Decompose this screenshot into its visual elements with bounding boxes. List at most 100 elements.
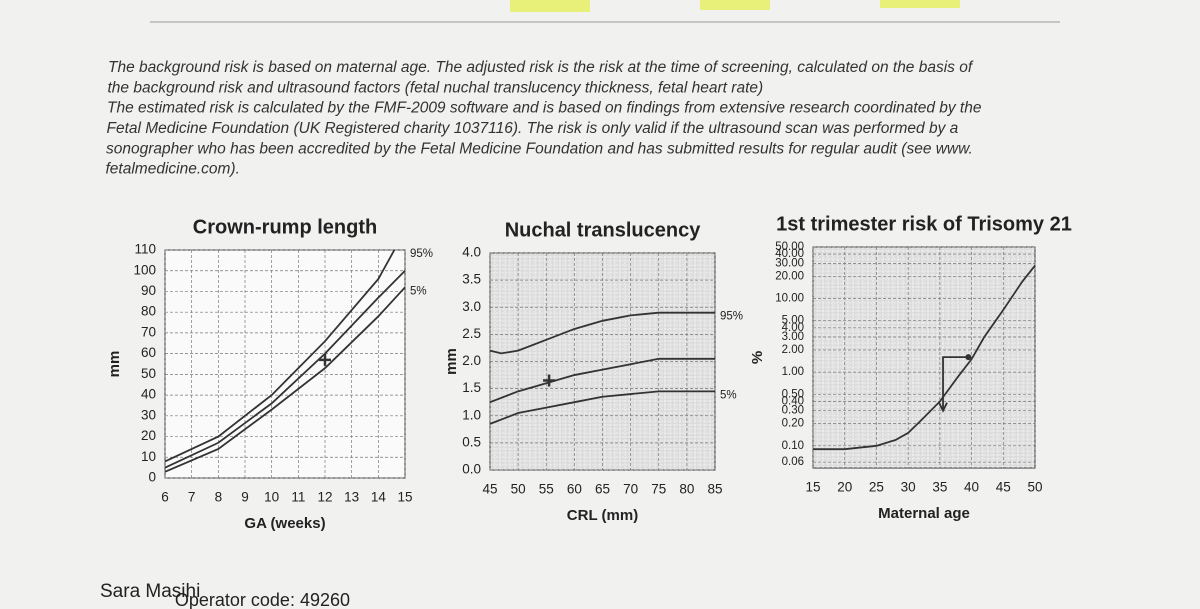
x-tick-label: 45 — [996, 480, 1011, 495]
y-tick-label: 50.00 — [775, 241, 804, 253]
series-label: 5% — [410, 285, 427, 297]
chart-title: Nuchal translucency — [505, 219, 702, 241]
x-tick-label: 8 — [215, 490, 223, 505]
x-tick-label: 40 — [964, 480, 979, 495]
y-tick-label: 0.40 — [782, 396, 804, 408]
curve — [489, 357, 715, 404]
x-axis-label: Maternal age — [878, 505, 970, 522]
x-tick-label: 75 — [651, 482, 666, 497]
x-tick-label: 55 — [539, 482, 554, 497]
x-tick-label: 35 — [932, 480, 947, 495]
y-tick-label: 4.0 — [462, 245, 481, 260]
x-tick-label: 20 — [837, 480, 852, 495]
chart: Nuchal translucency CRL (mm) mm 45 50 55 60 65 7… — [443, 219, 743, 524]
chart: Crown-rump length GA (weeks) mm 6 7 8 9 10 11 12 1… — [106, 216, 433, 532]
paragraph-line: The estimated risk is calculated by the … — [107, 100, 982, 117]
charts: Crown-rump length GA (weeks) mm 6 7 8 9 10 11 12 1… — [106, 213, 1072, 532]
y-tick-label: 70 — [141, 324, 156, 339]
paragraph: The background risk is based on maternal… — [106, 59, 982, 178]
y-tick-label: 50 — [141, 366, 156, 381]
y-tick-label: 30 — [141, 407, 156, 422]
y-tick-label: 2.00 — [782, 344, 804, 356]
y-tick-label: 60 — [141, 345, 156, 360]
x-axis-label: CRL (mm) — [567, 507, 638, 524]
y-tick-label: 110 — [134, 242, 156, 257]
x-tick-label: 9 — [241, 490, 249, 505]
operator-code: Operator code: 49260 — [175, 590, 350, 609]
x-tick-label: 11 — [291, 490, 305, 505]
x-tick-label: 7 — [188, 490, 196, 505]
y-tick-label: 1.0 — [462, 407, 481, 422]
series-label: 95% — [720, 311, 743, 323]
x-tick-label: 15 — [805, 480, 820, 495]
x-tick-label: 85 — [707, 482, 722, 497]
paragraph-line: fetalmedicine.com). — [106, 161, 240, 178]
y-tick-label: 30.00 — [775, 257, 804, 269]
y-tick-label: 90 — [141, 283, 156, 298]
arrow-head — [938, 402, 948, 413]
highlight — [880, 0, 960, 8]
y-tick-label: 10 — [141, 449, 156, 464]
patient-name: Sara Masihi — [100, 581, 200, 602]
risk-arrow — [942, 356, 969, 411]
y-tick-label: 0.06 — [782, 456, 804, 468]
curve — [489, 311, 715, 355]
curve — [164, 270, 406, 469]
y-tick-label: 0 — [148, 470, 156, 485]
plot-area — [164, 249, 406, 479]
y-tick-label: 0.20 — [782, 418, 804, 430]
y-tick-label: 0.10 — [782, 440, 804, 452]
x-tick-label: 50 — [1027, 480, 1042, 495]
x-tick-label: 30 — [901, 480, 916, 495]
chart-title: 1st trimester risk of Trisomy 21 — [776, 213, 1072, 235]
y-tick-label: 0.30 — [782, 405, 804, 417]
x-tick-label: 6 — [161, 490, 169, 505]
x-tick-label: 25 — [869, 480, 884, 495]
series-label: 95% — [410, 248, 433, 260]
chart: 1st trimester risk of Trisomy 21 Maternal… — [749, 213, 1072, 522]
y-tick-label: 3.5 — [462, 272, 481, 287]
series-label: 5% — [720, 389, 737, 401]
paragraph-line: Fetal Medicine Foundation (UK Registered… — [107, 120, 959, 137]
y-tick-label: 100 — [133, 262, 156, 277]
risk-point — [965, 354, 972, 361]
curve — [489, 390, 715, 425]
y-tick-label: 2.0 — [462, 353, 481, 368]
paragraph-line: The background risk is based on maternal… — [108, 59, 974, 76]
chart-title: Crown-rump length — [193, 216, 377, 238]
y-tick-label: 2.5 — [462, 326, 481, 341]
x-tick-label: 45 — [482, 482, 497, 497]
x-tick-label: 15 — [397, 490, 412, 505]
x-tick-label: 13 — [344, 490, 359, 505]
y-tick-label: 20 — [141, 428, 156, 443]
y-axis-label: % — [749, 351, 766, 364]
y-tick-label: 0.5 — [462, 434, 481, 449]
x-tick-label: 50 — [511, 482, 526, 497]
x-tick-label: 10 — [264, 490, 279, 505]
y-tick-label: 40 — [141, 387, 156, 402]
curve — [164, 249, 396, 463]
patient-marker — [319, 353, 331, 366]
curve — [813, 264, 1036, 451]
y-tick-label: 10.00 — [775, 293, 804, 305]
y-tick-label: 40.00 — [775, 248, 804, 260]
y-tick-label: 3.00 — [782, 331, 804, 343]
y-tick-label: 80 — [141, 304, 156, 319]
y-tick-label: 3.0 — [462, 299, 481, 314]
y-axis-label: mm — [106, 351, 123, 378]
x-tick-label: 14 — [371, 490, 387, 505]
patient-marker — [543, 374, 556, 387]
x-tick-label: 65 — [595, 482, 610, 497]
y-tick-label: 4.00 — [782, 322, 804, 334]
x-tick-label: 80 — [679, 482, 694, 497]
curve — [164, 286, 406, 473]
paragraph-line: sonographer who has been accredited by t… — [106, 140, 973, 157]
highlight — [700, 0, 770, 10]
highlight — [510, 0, 590, 12]
x-tick-label: 60 — [567, 482, 582, 497]
x-tick-label: 12 — [317, 490, 332, 505]
y-tick-label: 20.00 — [775, 270, 804, 282]
x-axis-label: GA (weeks) — [244, 515, 325, 532]
y-tick-label: 5.00 — [782, 315, 804, 327]
